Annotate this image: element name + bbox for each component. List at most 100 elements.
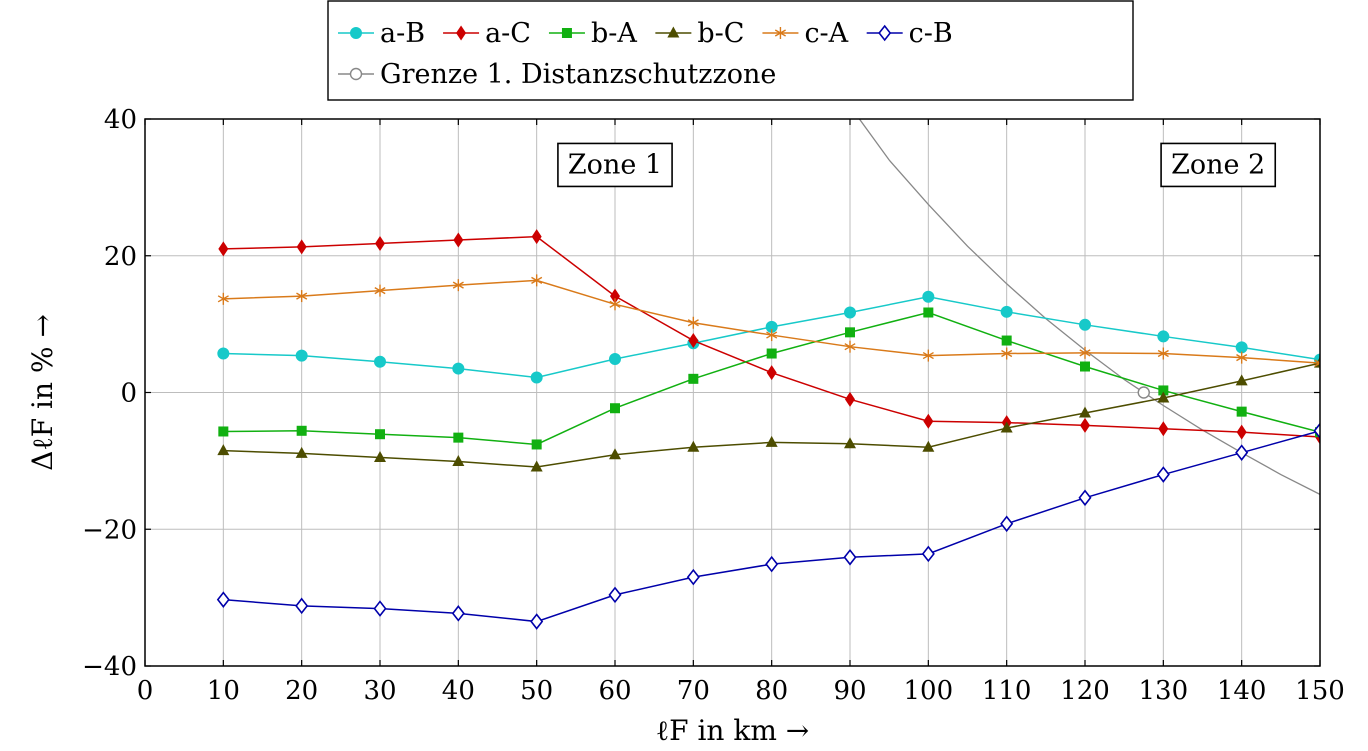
data-point [1158,421,1169,437]
x-tick-label: 30 [363,676,396,706]
data-point [608,586,622,604]
series-b-c [217,356,1320,472]
x-tick-label: 120 [1060,676,1110,706]
zone-label-text: Zone 2 [1171,149,1265,180]
data-point [844,340,856,353]
data-point [1000,515,1014,533]
legend-label: b-A [591,18,637,49]
zone-label: Zone 1 [557,142,673,188]
data-point [1158,385,1169,396]
legend-marker [561,28,572,38]
data-point [1156,466,1170,483]
data-point [923,307,934,318]
data-point [609,352,621,365]
data-point [530,460,543,472]
series-layer [216,119,1320,630]
x-tick-label: 50 [520,676,553,706]
data-point [375,429,385,440]
data-point [687,440,700,452]
y-tick-label: 0 [120,379,137,409]
x-tick-label: 20 [285,676,318,706]
data-point [1313,422,1320,440]
y-axis-label: ΔℓF in % → [26,314,59,471]
legend-label: b-C [697,18,744,49]
legend-label: c-A [804,18,848,49]
data-point [766,365,777,381]
axis-ticks: 0 10 20 30 40 50 60 70 80 90 100 110 120 130 140 150 −40… [82,105,1345,706]
legend-marker [878,24,892,42]
data-point [1080,417,1090,433]
data-point [452,279,464,292]
data-point [766,329,778,342]
data-point [1157,391,1170,403]
data-point [921,545,935,563]
data-point [531,274,543,287]
legend-marker [456,25,467,41]
data-point [296,239,307,255]
legend-entry: Grenze 1. Distanzschutzzone [338,59,776,90]
data-point [1235,444,1249,461]
data-point [374,355,386,368]
data-point [451,605,465,622]
zone-label: Zone 2 [1160,142,1277,188]
data-point [216,591,230,608]
data-point [686,568,700,586]
data-point [531,229,542,245]
data-point [688,373,699,384]
x-tick-label: 110 [982,676,1032,706]
data-point [217,292,229,305]
y-tick-label: −20 [82,515,137,545]
data-point [766,348,777,359]
data-point [531,439,542,450]
data-point [373,600,387,617]
legend-label: Grenze 1. Distanzschutzzone [380,59,776,90]
legend-label: a-B [380,18,425,49]
data-point [1001,347,1013,360]
x-tick-label: 150 [1295,676,1345,706]
x-tick-label: 140 [1217,676,1267,706]
data-point [609,298,621,311]
x-tick-label: 130 [1139,676,1189,706]
x-tick-label: 0 [137,676,154,706]
data-point [452,362,465,375]
data-point [688,333,699,349]
x-tick-label: 40 [442,676,475,706]
data-point [1157,330,1170,343]
y-tick-label: 40 [104,105,137,135]
data-point [374,284,386,297]
series-c-a [217,274,1320,370]
data-point [1236,424,1247,440]
data-point [843,548,857,566]
zone-label-box [557,142,673,188]
data-point [296,425,307,436]
legend-entry: b-A [548,18,637,49]
data-point [530,371,543,384]
data-point [922,440,935,452]
series-b-a [218,307,1320,450]
data-point [296,290,308,303]
data-point [610,403,620,414]
series-a-c [218,229,1320,445]
data-point [845,391,855,407]
data-point [923,413,934,429]
legend: a-B a-C b-A b-C c-A c-B Grenze 1. Distanzschut… [327,0,1134,101]
data-point [610,288,620,304]
legend-label: c-B [909,18,953,49]
zone-annotations: Zone 1 Zone 2 [557,142,1277,188]
data-point [1000,305,1013,318]
data-point [1314,357,1320,370]
data-point [922,349,934,362]
data-point [1235,374,1248,386]
data-point [844,306,856,319]
x-tick-label: 70 [677,676,710,706]
data-point [374,450,386,462]
y-tick-label: 20 [104,242,137,272]
data-point [295,597,309,615]
data-point [687,316,699,329]
data-point [1000,421,1013,433]
y-tick-label: −40 [82,652,137,682]
data-point [218,241,229,257]
series-c-b [216,422,1320,630]
data-point [217,347,230,360]
